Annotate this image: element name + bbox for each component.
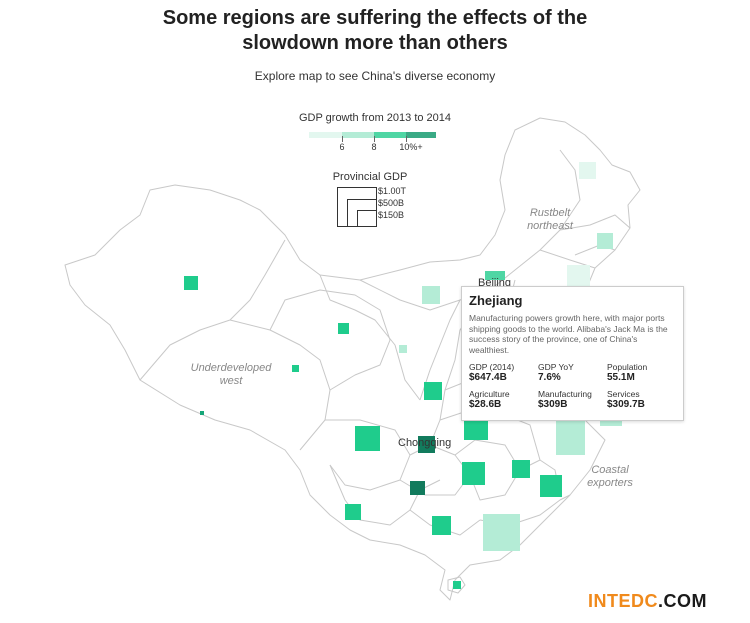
- stat-label: Population: [607, 362, 648, 372]
- province-tooltip: Zhejiang Manufacturing powers growth her…: [461, 286, 684, 421]
- gdp-label-large: $1.00T: [378, 186, 407, 196]
- province-liaoning[interactable]: [567, 265, 590, 288]
- stat-label: Agriculture: [469, 389, 510, 399]
- stat-label: GDP (2014): [469, 362, 515, 372]
- province-tibet[interactable]: [200, 411, 204, 415]
- province-gansu[interactable]: [338, 323, 349, 334]
- province-jilin[interactable]: [597, 233, 613, 249]
- region-label-west: Underdeveloped west: [190, 362, 272, 387]
- border-heilongjiang: [559, 214, 631, 231]
- tick-label-10: 10%+: [399, 142, 423, 152]
- border-gansu: [319, 274, 421, 401]
- watermark-part-1: INTEDC: [588, 591, 658, 611]
- tick-line-10: [406, 136, 407, 142]
- province-zhejiang[interactable]: [556, 421, 585, 455]
- province-innermongolia[interactable]: [422, 286, 440, 304]
- province-shaanxi[interactable]: [424, 382, 442, 400]
- province-guizhou[interactable]: [410, 481, 425, 495]
- province-guangxi[interactable]: [432, 516, 451, 535]
- title-line-2: slowdown more than others: [242, 32, 508, 54]
- growth-scale-mid: [374, 132, 406, 138]
- subtitle: Explore map to see China's diverse econo…: [254, 69, 496, 83]
- province-xinjiang[interactable]: [184, 276, 198, 290]
- province-heilongjiang[interactable]: [579, 162, 596, 179]
- stat-value: $309B: [538, 399, 568, 410]
- border-shaanxi: [419, 299, 461, 401]
- tick-line-6: [342, 136, 343, 142]
- stat-value: $309.7B: [607, 399, 645, 410]
- tooltip-province-name: Zhejiang: [469, 293, 523, 308]
- watermark-logo: INTEDC.COM: [588, 591, 707, 612]
- province-qinghai[interactable]: [292, 365, 299, 372]
- stat-agriculture: Agriculture $28.6B: [469, 389, 538, 410]
- tooltip-description: Manufacturing powers growth here, with m…: [469, 313, 668, 355]
- stat-label: GDP YoY: [538, 362, 574, 372]
- tick-label-8: 8: [371, 142, 377, 152]
- growth-legend-title: GDP growth from 2013 to 2014: [298, 112, 452, 124]
- growth-scale-high: [406, 132, 436, 138]
- title-line-1: Some regions are suffering the effects o…: [162, 7, 588, 29]
- province-guangdong[interactable]: [483, 514, 520, 551]
- stat-label: Services: [607, 389, 640, 399]
- stat-label: Manufacturing: [538, 389, 592, 399]
- watermark-part-2: .COM: [658, 591, 707, 611]
- region-label-coastal: Coastal exporters: [587, 464, 633, 489]
- province-sichuan[interactable]: [355, 426, 380, 451]
- province-jiangxi[interactable]: [512, 460, 530, 478]
- province-chongqing[interactable]: [418, 436, 435, 453]
- stat-value: 55.1M: [607, 372, 635, 383]
- chart-title: Some regions are suffering the effects o…: [0, 6, 750, 56]
- province-ningxia[interactable]: [399, 345, 407, 353]
- province-henan[interactable]: [464, 420, 488, 440]
- stat-value: $647.4B: [469, 372, 507, 383]
- hainan-island: [447, 576, 466, 594]
- province-beijing[interactable]: [485, 271, 505, 280]
- growth-scale-very-low: [309, 132, 342, 138]
- tick-line-8: [374, 136, 375, 142]
- stat-value: $28.6B: [469, 399, 502, 410]
- gdp-size-small: [357, 210, 377, 227]
- gdp-legend-title: Provincial GDP: [332, 171, 408, 183]
- province-hainan[interactable]: [453, 581, 461, 589]
- city-label-chongqing: Chongqing: [398, 437, 452, 449]
- stat-value: 7.6%: [538, 372, 561, 383]
- province-hunan[interactable]: [462, 462, 485, 485]
- border-sichuan: [325, 419, 411, 491]
- province-yunnan[interactable]: [345, 504, 361, 520]
- stat-gdp: GDP (2014) $647.4B: [469, 362, 538, 383]
- gdp-label-medium: $500B: [378, 198, 405, 208]
- stat-manufacturing: Manufacturing $309B: [538, 389, 607, 410]
- tooltip-stats: GDP (2014) $647.4B GDP YoY 7.6% Populati…: [469, 362, 676, 410]
- border-innermongolia: [359, 149, 581, 311]
- china-outline: [64, 117, 641, 601]
- stat-gdp-yoy: GDP YoY 7.6%: [538, 362, 607, 383]
- stat-services: Services $309.7B: [607, 389, 676, 410]
- gdp-label-small: $150B: [378, 210, 405, 220]
- tick-label-6: 6: [339, 142, 345, 152]
- region-label-rustbelt: Rustbelt northeast: [527, 207, 573, 232]
- border-qinghai: [269, 289, 391, 391]
- border-xinjiang: [139, 239, 286, 381]
- stat-population: Population 55.1M: [607, 362, 676, 383]
- province-fujian[interactable]: [540, 475, 562, 497]
- growth-scale-low: [342, 132, 374, 138]
